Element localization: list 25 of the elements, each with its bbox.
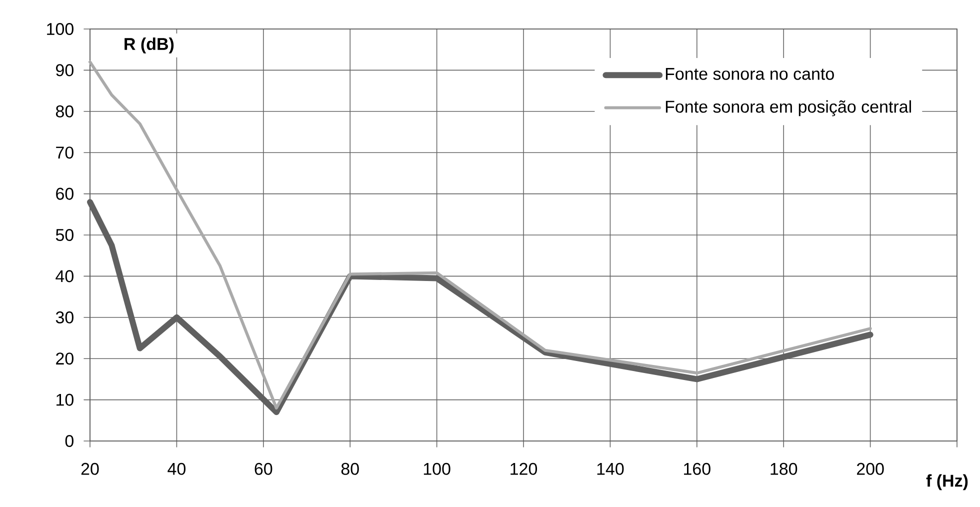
y-tick-label: 20 xyxy=(56,352,74,365)
y-tick-label: 40 xyxy=(56,270,74,282)
y-tick-label: 80 xyxy=(56,105,74,118)
y-tick-label: 0 xyxy=(65,434,74,448)
y-tick-label: 50 xyxy=(56,228,74,242)
y-tick-label: 10 xyxy=(56,394,74,406)
x-tick-label: 80 xyxy=(341,462,359,475)
x-tick-label: 40 xyxy=(168,462,186,475)
x-tick-label: 140 xyxy=(597,462,624,475)
y-tick-label: 90 xyxy=(56,64,74,76)
y-axis-title: R (dB) xyxy=(124,38,174,54)
x-tick-label: 120 xyxy=(510,462,538,475)
x-axis-title: f (Hz) xyxy=(926,474,968,490)
legend-label: Fonte sonora no canto xyxy=(666,68,834,80)
y-tick-label: 70 xyxy=(56,146,74,159)
x-tick-label: 20 xyxy=(81,462,99,475)
x-tick-label: 160 xyxy=(684,462,710,475)
x-tick-label: 180 xyxy=(770,462,798,475)
legend-label: Fonte sonora em posição central xyxy=(666,100,911,116)
x-tick-label: 60 xyxy=(254,462,272,475)
x-tick-label: 200 xyxy=(856,462,884,475)
y-tick-label: 60 xyxy=(56,188,74,200)
y-tick-label: 30 xyxy=(56,311,74,324)
x-tick-label: 100 xyxy=(424,462,450,475)
y-tick-label: 100 xyxy=(47,22,74,36)
